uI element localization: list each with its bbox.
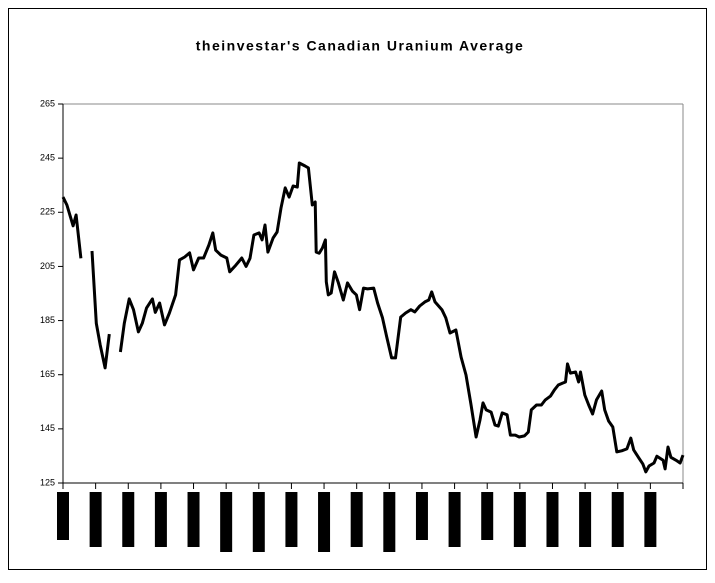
redacted-label xyxy=(513,492,526,547)
redacted-label xyxy=(579,492,592,547)
redacted-label xyxy=(154,492,167,547)
y-tick-label: 165 xyxy=(40,369,55,379)
y-tick-label: 205 xyxy=(40,261,55,271)
redacted-label xyxy=(350,492,363,547)
line xyxy=(61,161,685,474)
redacted-label xyxy=(318,492,331,552)
redacted-label xyxy=(415,492,428,540)
y-tick-label: 245 xyxy=(40,153,55,163)
chart-title: theinvestar's Canadian Uranium Average xyxy=(196,38,525,54)
redacted-label xyxy=(383,492,396,552)
redacted-label xyxy=(122,492,135,547)
redacted-label xyxy=(252,492,265,552)
redacted-label xyxy=(546,492,559,547)
redacted-label xyxy=(481,492,494,540)
redacted-label xyxy=(448,492,461,547)
y-tick-label: 145 xyxy=(40,423,55,433)
redacted-label xyxy=(89,492,102,547)
redacted-label xyxy=(187,492,200,547)
y-tick-label: 185 xyxy=(40,315,55,325)
y-tick-label: 265 xyxy=(40,98,55,108)
y-tick-label: 225 xyxy=(40,207,55,217)
redacted-label xyxy=(220,492,233,552)
chart-border xyxy=(8,8,707,570)
redacted-label xyxy=(644,492,657,547)
redacted-label xyxy=(285,492,298,547)
redacted-label xyxy=(611,492,624,547)
y-tick-label: 125 xyxy=(40,477,55,487)
redacted-label xyxy=(57,492,69,540)
